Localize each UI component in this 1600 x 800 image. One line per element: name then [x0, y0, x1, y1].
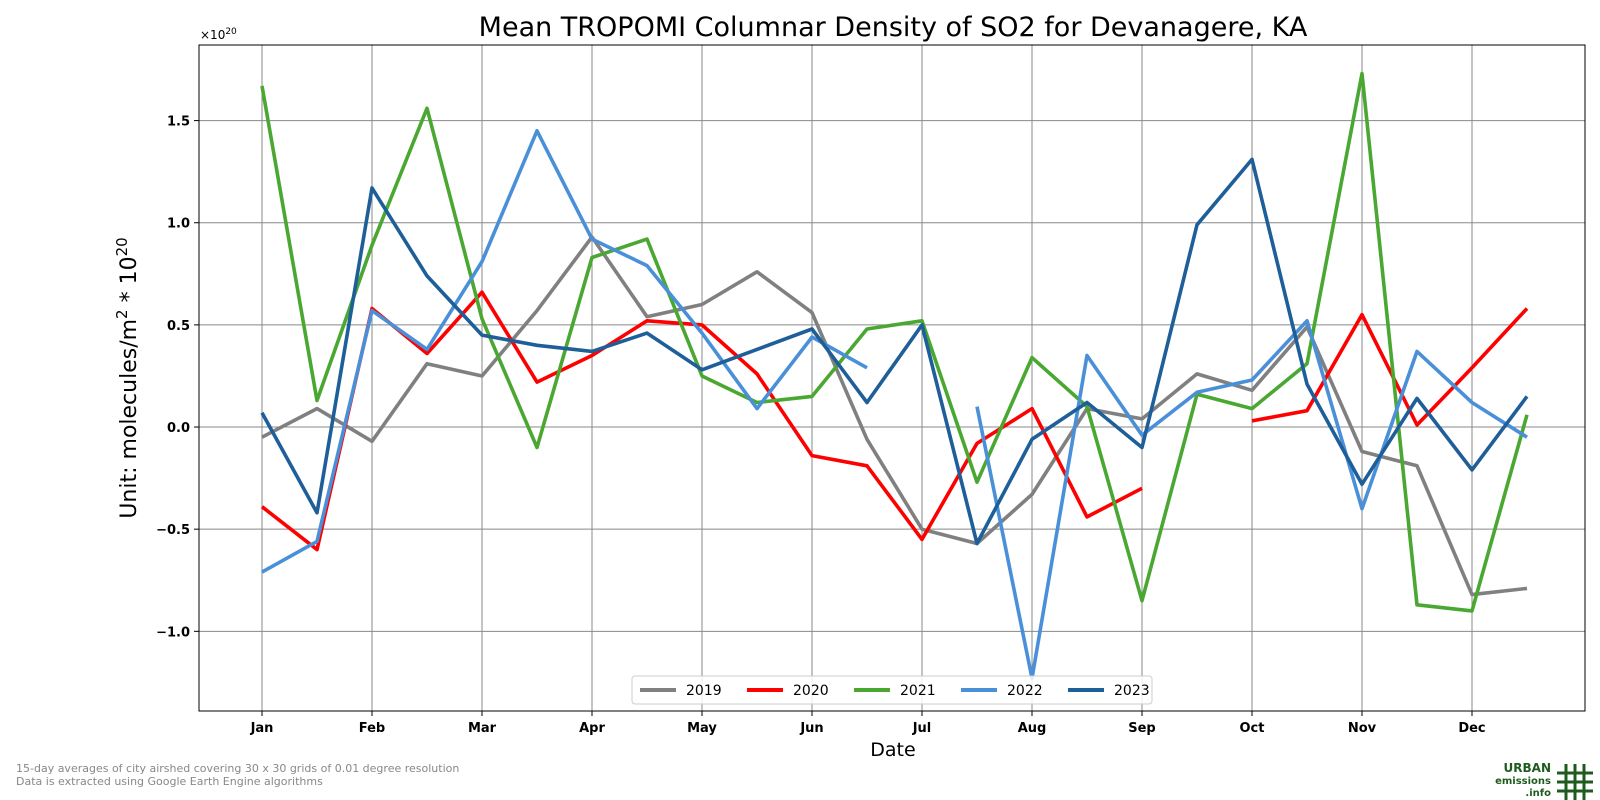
x-tick-label: Jun	[799, 721, 823, 736]
series-lines	[260, 71, 1529, 681]
logo-text-info: .info	[1525, 788, 1551, 799]
x-tick-label: Mar	[468, 721, 497, 736]
y-ticks: −1.0 −0.5 0.0 0.5 1.0 1.5	[156, 115, 199, 640]
series-line-2021	[260, 71, 1529, 613]
series-line-2022	[261, 129, 868, 574]
x-tick-label: Oct	[1240, 721, 1265, 736]
chart-title: Mean TROPOMI Columnar Density of SO2 for…	[479, 12, 1308, 43]
y-tick-label: −1.0	[156, 625, 190, 640]
legend-label-2019: 2019	[686, 683, 722, 699]
legend-label-2020: 2020	[793, 683, 829, 699]
legend-label-2023: 2023	[1114, 683, 1150, 699]
grid	[199, 45, 1585, 711]
x-tick-label: Jan	[250, 721, 274, 736]
y-tick-label: 0.0	[167, 421, 190, 436]
x-tick-label: Jul	[912, 721, 932, 736]
y-axis-exponent: ×1020	[200, 27, 237, 42]
x-tick-label: Feb	[359, 721, 385, 736]
plot-frame	[198, 44, 1586, 712]
x-tick-label: May	[687, 721, 717, 736]
x-tick-label: Apr	[579, 721, 605, 736]
legend-box	[631, 675, 1153, 705]
urban-emissions-logo: URBAN emissions .info	[1495, 761, 1597, 800]
legend: 2019 2020 2021 2022 2023	[631, 675, 1153, 705]
series-line-2020	[1251, 307, 1529, 427]
footnote-line-1: 15-day averages of city airshed covering…	[16, 762, 460, 775]
x-axis-label: Date	[870, 739, 915, 760]
y-axis-label: Unit: molecules/m2 * 1020	[113, 237, 142, 518]
y-tick-label: 1.0	[167, 217, 190, 232]
y-tick-label: 1.5	[167, 115, 190, 130]
series-line-2023	[260, 157, 1529, 546]
legend-label-2022: 2022	[1007, 683, 1043, 699]
footnote: 15-day averages of city airshed covering…	[16, 762, 459, 788]
x-tick-label: Aug	[1018, 721, 1047, 736]
logo-text-emissions: emissions	[1495, 776, 1551, 787]
line-chart: Mean TROPOMI Columnar Density of SO2 for…	[113, 12, 1586, 760]
grid-logo-icon	[1557, 764, 1593, 800]
x-tick-label: Dec	[1458, 721, 1485, 736]
logo-text-urban: URBAN	[1503, 761, 1551, 775]
x-tick-label: Nov	[1348, 721, 1377, 736]
y-tick-label: −0.5	[156, 523, 190, 538]
footnote-line-2: Data is extracted using Google Earth Eng…	[16, 775, 323, 788]
series-line-2019	[261, 235, 1528, 597]
series-line-2022	[975, 318, 1528, 681]
x-tick-label: Sep	[1128, 721, 1156, 736]
legend-label-2021: 2021	[900, 683, 936, 699]
y-tick-label: 0.5	[167, 319, 190, 334]
x-ticks: Jan Feb Mar Apr May Jun Jul Aug Sep Oct Nov Dec	[250, 711, 1486, 736]
